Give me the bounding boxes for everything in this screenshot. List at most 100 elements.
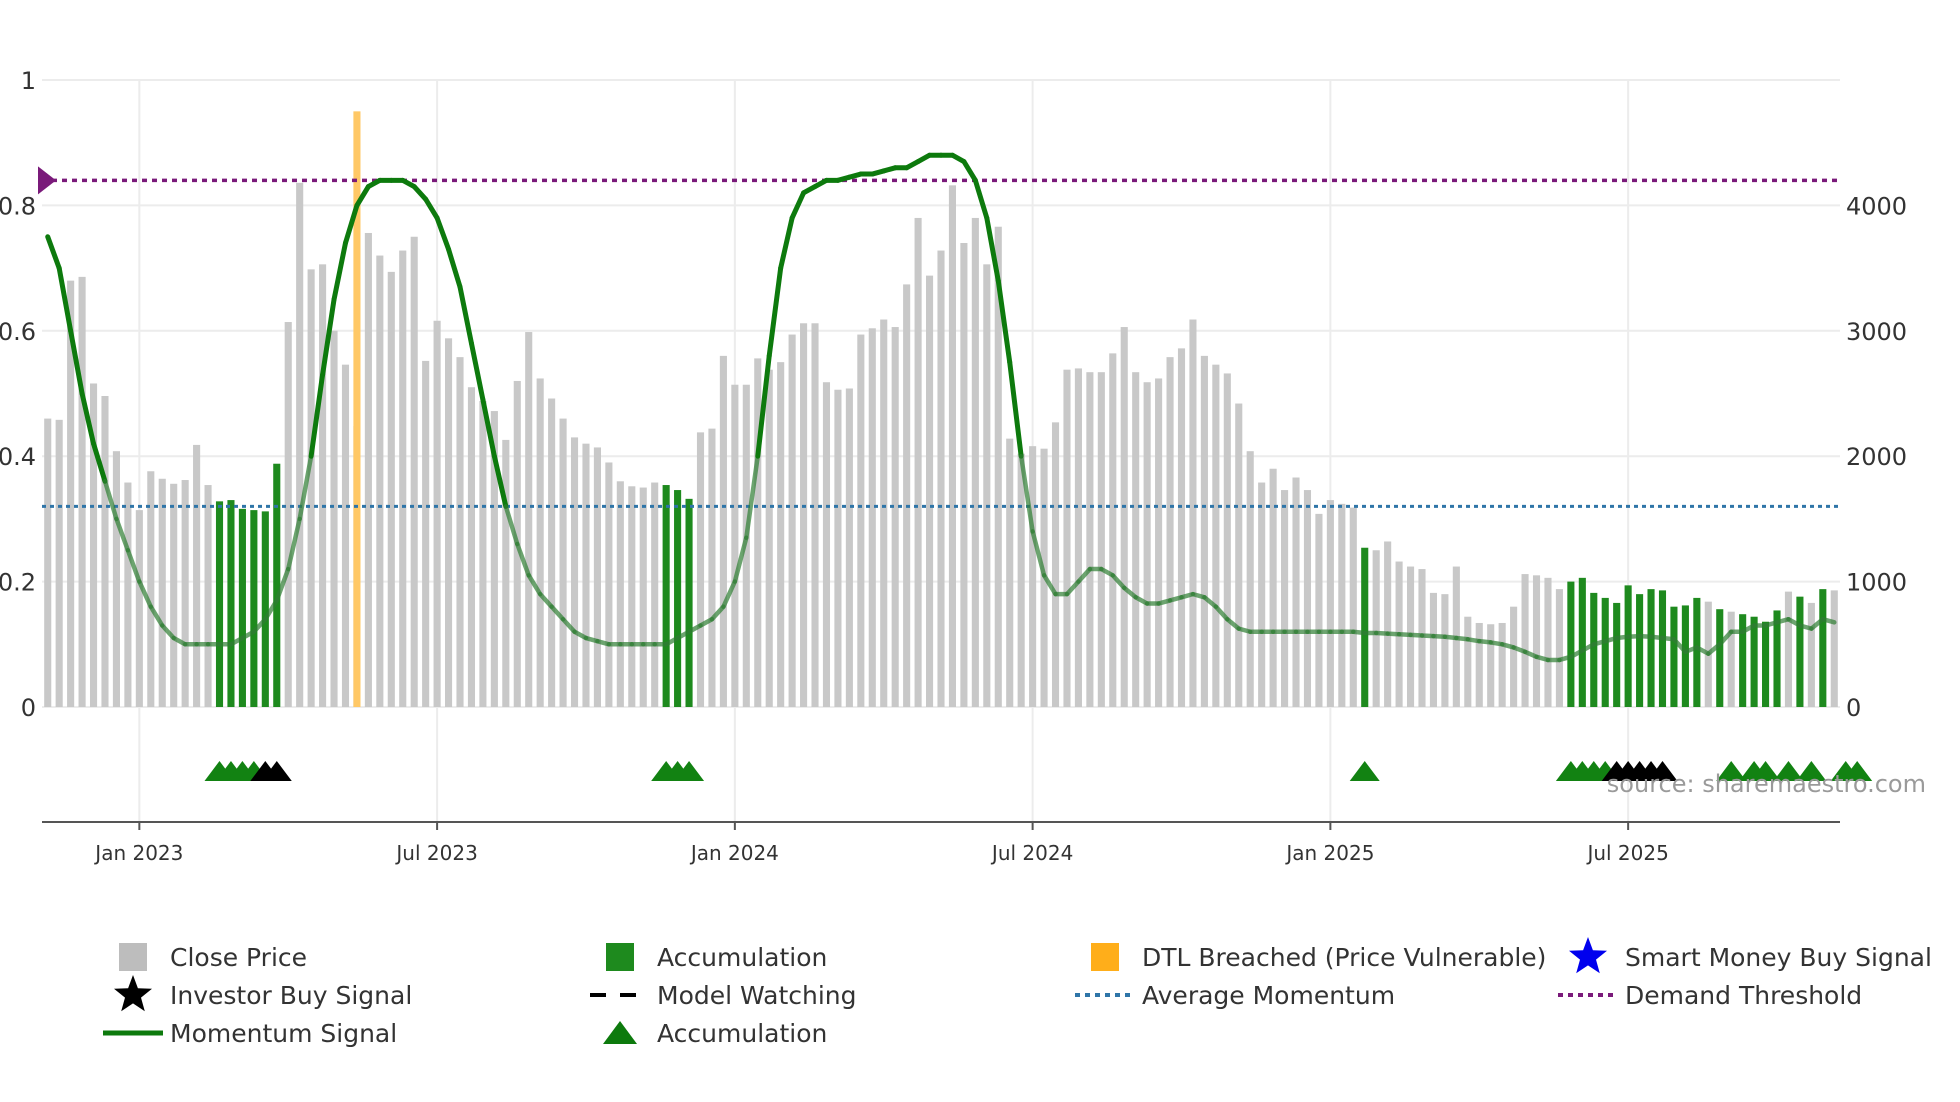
close-price-bar [1372, 550, 1380, 707]
investor-buy-triangle [1647, 761, 1678, 781]
momentum-signal-segment [102, 479, 119, 522]
close-price-bar [1132, 372, 1140, 707]
close-price-bar [754, 358, 762, 707]
close-price-bar [1051, 422, 1060, 707]
close-price-bar [1510, 606, 1518, 707]
right-tick-label: 3000 [1846, 318, 1907, 346]
legend-model-watching-label: Model Watching [657, 981, 857, 1010]
close-price-bar [983, 264, 991, 707]
momentum-signal-segment [766, 265, 784, 359]
close-price-bar [719, 355, 727, 707]
right-tick-label: 1000 [1846, 569, 1907, 597]
momentum-signal-segment [995, 278, 1013, 365]
accumulation-triangle [1773, 761, 1804, 781]
accumulation-triangle [1349, 761, 1380, 781]
x-tick-label: Jul 2024 [990, 841, 1073, 865]
accumulation-triangle [674, 761, 705, 781]
x-tick-label: Jul 2025 [1585, 841, 1668, 865]
momentum-signal-segment [285, 516, 302, 572]
close-price-bar [868, 328, 876, 707]
left-tick-label: 0.6 [0, 318, 36, 346]
close-price-bar [1155, 378, 1163, 707]
close-price-bar [731, 384, 739, 707]
close-price-bar [1784, 591, 1793, 707]
close-price-bar [937, 250, 945, 707]
momentum-signal-segment [137, 579, 154, 609]
left-tick-label: 0.4 [0, 443, 36, 471]
accumulation-bar [1773, 610, 1781, 707]
close-price-bar [341, 364, 350, 707]
close-price-bar [903, 284, 911, 707]
momentum-signal-segment [457, 284, 474, 346]
momentum-signal-segment [423, 196, 440, 221]
accumulation-bar [1750, 616, 1758, 707]
close-price-bar [559, 418, 567, 707]
close-price-bar [1017, 453, 1025, 707]
close-price-bar [914, 217, 922, 707]
close-price-bar [971, 217, 979, 707]
legend-smart-money-buy-signal-label: Smart Money Buy Signal [1625, 943, 1932, 972]
close-price-bar [101, 396, 109, 707]
legend-accumulation-label: Accumulation [657, 943, 827, 972]
close-price-bar [1120, 327, 1128, 707]
legend-dtl-breached-price-vulnerable-label: DTL Breached (Price Vulnerable) [1142, 943, 1546, 972]
close-price-bar [422, 360, 430, 707]
momentum-signal-segment [1706, 642, 1723, 656]
close-price-bar [433, 320, 441, 707]
accumulation-bar [1624, 585, 1632, 707]
close-price-bar [1143, 382, 1151, 707]
right-tick-label: 4000 [1846, 192, 1907, 220]
legend-accumulation-swatch [606, 943, 634, 971]
close-price-bar [490, 411, 498, 707]
legend-close-price-swatch [119, 943, 147, 971]
close-price-bar [1418, 569, 1426, 707]
accumulation-bar [1819, 589, 1827, 707]
momentum-signal-segment [1041, 573, 1058, 597]
close-price-bar [880, 319, 888, 707]
momentum-signal-segment [1064, 579, 1081, 597]
close-price-bar [765, 369, 773, 707]
legend: Close Price Accumulation DTL Breached (Pri… [103, 937, 1932, 1048]
momentum-signal-segment [491, 453, 509, 509]
momentum-signal-segment [526, 573, 543, 597]
momentum-signal-segment [342, 202, 360, 246]
close-price-bar [1315, 513, 1323, 707]
momentum-signal-segment [91, 441, 108, 484]
momentum-signal-segment [1202, 595, 1219, 609]
momentum-signal-segment [972, 177, 990, 221]
source-label: source: sharemaestro.com [1607, 770, 1926, 798]
close-price-bar [1441, 594, 1449, 707]
accumulation-bar [273, 463, 281, 707]
close-price-bar [834, 389, 842, 707]
close-price-bar [1177, 348, 1186, 707]
close-price-bar [445, 338, 453, 707]
close-price-bar [628, 486, 636, 707]
momentum-signal-segment [159, 623, 176, 641]
close-price-bar [1223, 373, 1231, 707]
momentum-signal-segment [1018, 453, 1035, 534]
close-price-bar [788, 334, 796, 707]
momentum-signal-segment [468, 340, 486, 403]
accumulation-bar [1658, 590, 1667, 707]
accumulation-bar [1693, 597, 1701, 707]
momentum-signal-segment [789, 190, 807, 221]
legend-investor-buy-signal-star-icon [114, 975, 152, 1012]
close-price-bar [319, 264, 327, 707]
momentum-signal-segment [560, 616, 577, 635]
close-price-bar [193, 444, 201, 707]
close-price-bar [857, 334, 865, 707]
close-price-bar [1338, 503, 1346, 707]
momentum-signal-segment [537, 591, 554, 609]
x-tick-label: Jan 2025 [1284, 841, 1374, 865]
close-price-bar [1727, 611, 1735, 707]
left-tick-label: 0 [21, 694, 36, 722]
momentum-signal-segment [331, 240, 348, 302]
close-price-bar [387, 271, 395, 707]
momentum-signal-segment [411, 184, 429, 202]
accumulation-bar [662, 485, 670, 707]
close-price-bar [1086, 372, 1094, 707]
legend-demand-threshold-label: Demand Threshold [1625, 981, 1862, 1010]
momentum-signal-segment [515, 541, 531, 578]
accumulation-bar [261, 511, 269, 707]
accumulation-bar [1578, 577, 1586, 707]
